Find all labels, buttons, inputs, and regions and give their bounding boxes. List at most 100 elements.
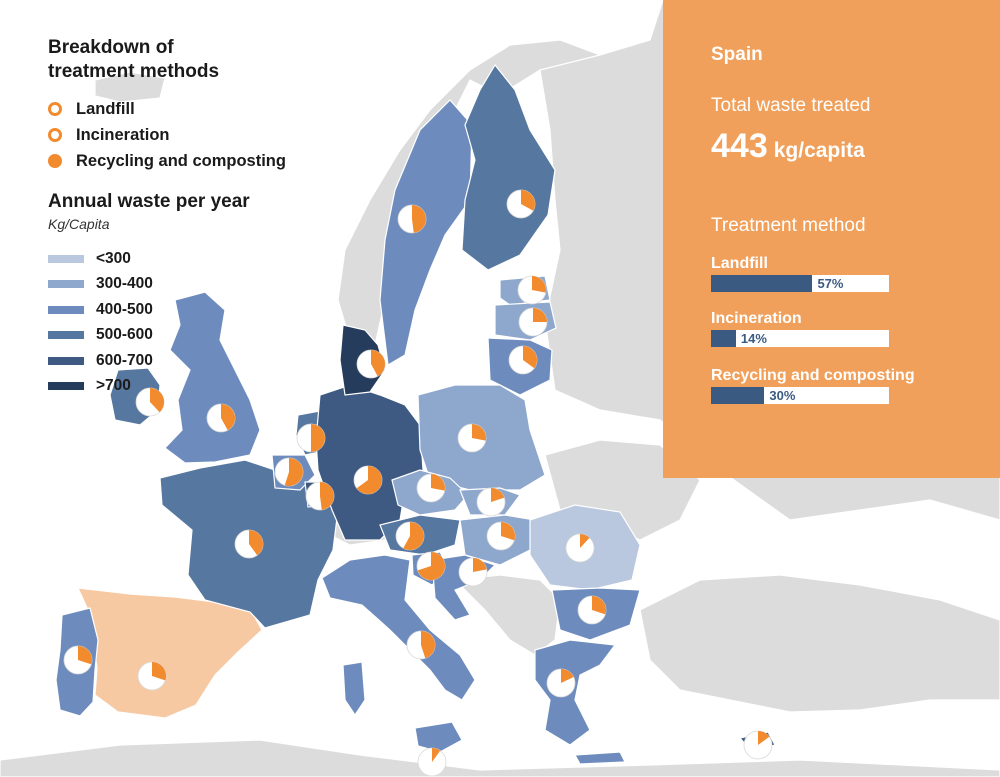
- pie-bulgaria: [577, 595, 607, 625]
- pie-sweden: [397, 204, 427, 234]
- bar-track: 30%: [711, 387, 889, 404]
- pie-recycling-slice: [221, 404, 235, 431]
- panel-total-label: Total waste treated: [711, 95, 871, 116]
- legend-title-line-1: Breakdown of: [48, 37, 174, 58]
- pie-recycling-slice: [592, 596, 606, 615]
- scale-label: 300-400: [96, 275, 153, 293]
- scale-item: 600-700: [48, 348, 348, 374]
- pie-estonia: [517, 275, 547, 305]
- pie-malta: [417, 747, 447, 777]
- africa-land: [0, 739, 1000, 777]
- country-sicily: [414, 721, 463, 753]
- scale-swatch: [48, 331, 84, 340]
- landfill-swatch-icon: [48, 102, 62, 116]
- panel-total: 443 kg/capita: [711, 127, 865, 166]
- pie-recycling-slice: [758, 731, 770, 745]
- pie-france: [234, 529, 264, 559]
- pie-recycling-slice: [249, 530, 264, 556]
- pie-czechia: [416, 473, 446, 503]
- pie-romania: [565, 533, 595, 563]
- pie-finland: [506, 189, 536, 219]
- pie-uk: [206, 403, 236, 433]
- panel-total-value: 443: [711, 127, 768, 165]
- pie-recycling-slice: [403, 522, 424, 550]
- pie-recycling-slice: [421, 631, 436, 659]
- pie-recycling-slice: [417, 552, 446, 581]
- balkans-land: [453, 574, 561, 656]
- pie-italy: [406, 630, 436, 660]
- scale-label: >700: [96, 377, 131, 395]
- country-detail-panel: Spain Total waste treated 443 kg/capita T…: [663, 0, 1000, 478]
- bar-label: Recycling and composting: [711, 367, 915, 384]
- bar-recycling: Recycling and composting 30%: [711, 366, 915, 404]
- pie-recycling-slice: [580, 534, 590, 548]
- scale-item: <300: [48, 246, 348, 272]
- pie-recycling-slice: [532, 276, 546, 293]
- country-italy: [321, 554, 476, 701]
- pie-recycling-slice: [371, 350, 385, 377]
- country-greece: [534, 639, 617, 746]
- pie-hungary: [486, 521, 516, 551]
- pie-denmark: [356, 349, 386, 379]
- pie-recycling-slice: [150, 388, 165, 413]
- waste-legend-subtitle: Kg/Capita: [48, 216, 110, 232]
- pie-recycling-slice: [523, 346, 537, 369]
- pie-slovenia: [416, 551, 446, 581]
- bar-label: Incineration: [711, 310, 802, 327]
- pie-recycling-slice: [472, 424, 486, 441]
- method-legend: Landfill Incineration Recycling and comp…: [48, 96, 348, 174]
- waste-legend-title: Annual waste per year: [48, 191, 250, 212]
- pie-ireland: [135, 387, 165, 417]
- pie-recycling-slice: [412, 205, 426, 233]
- pie-cyprus: [743, 730, 773, 760]
- pie-luxembourg: [305, 481, 335, 511]
- pie-recycling-slice: [284, 458, 303, 486]
- scale-swatch: [48, 280, 84, 289]
- pie-recycling-slice: [533, 308, 547, 322]
- pie-recycling-slice: [152, 662, 166, 681]
- pie-netherlands: [296, 423, 326, 453]
- waste-scale: <300 300-400 400-500 500-600 600-700 >70…: [48, 246, 348, 399]
- panel-method-heading: Treatment method: [711, 215, 866, 236]
- pie-germany: [353, 465, 383, 495]
- scale-swatch: [48, 356, 84, 365]
- bar-fill: [711, 275, 813, 292]
- pie-greece: [546, 668, 576, 698]
- scale-swatch: [48, 305, 84, 314]
- method-label: Landfill: [76, 99, 135, 118]
- bar-incineration: Incineration 14%: [711, 309, 891, 347]
- scale-item: 400-500: [48, 297, 348, 323]
- pie-belgium: [274, 457, 304, 487]
- bar-track: 57%: [711, 275, 889, 292]
- scale-label: <300: [96, 249, 131, 267]
- pie-spain: [137, 661, 167, 691]
- pie-poland: [457, 423, 487, 453]
- iceland-land: [94, 71, 166, 103]
- legend-title: Breakdown of treatment methods: [48, 36, 348, 84]
- pie-recycling-slice: [320, 482, 335, 510]
- pie-lithuania: [508, 345, 538, 375]
- panel-country-name: Spain: [711, 44, 763, 65]
- method-legend-recycling: Recycling and composting: [48, 148, 348, 174]
- scale-swatch: [48, 382, 84, 391]
- bar-track: 14%: [711, 330, 889, 347]
- pie-recycling-slice: [311, 424, 325, 452]
- method-label: Incineration: [76, 125, 170, 144]
- country-finland: [461, 63, 556, 271]
- country-crete: [574, 751, 626, 765]
- bar-value: 57%: [817, 276, 844, 291]
- pie-recycling-slice: [491, 488, 505, 502]
- scale-item: 300-400: [48, 272, 348, 298]
- scale-item: >700: [48, 374, 348, 400]
- bar-landfill: Landfill 57%: [711, 254, 891, 292]
- pie-slovakia: [476, 487, 506, 517]
- bar-fill: [711, 330, 736, 347]
- pie-recycling-slice: [356, 466, 382, 494]
- bar-label: Landfill: [711, 255, 768, 272]
- country-sweden: [379, 99, 473, 366]
- pie-recycling-slice: [78, 646, 92, 665]
- bar-fill: [711, 387, 765, 404]
- pie-recycling-slice: [432, 748, 441, 762]
- scale-label: 400-500: [96, 300, 153, 318]
- scale-item: 500-600: [48, 323, 348, 349]
